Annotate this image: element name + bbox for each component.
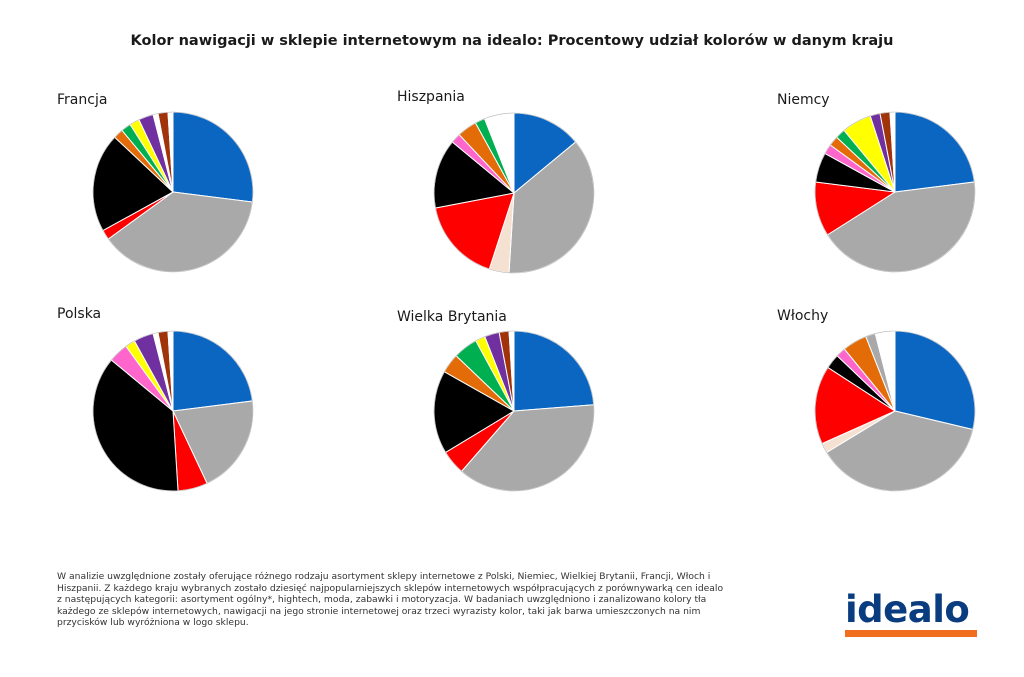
pie-panel-francja: Francja [57, 92, 277, 302]
pie-outline [92, 111, 254, 273]
logo-underline [845, 630, 977, 637]
pie-panel-wlochy: Włochy [777, 308, 997, 518]
pie-outline [92, 330, 254, 492]
pie-label: Niemcy [777, 92, 830, 108]
pie-slice-blue [894, 111, 975, 193]
pie-label: Wielka Brytania [397, 309, 507, 325]
pie-slice-blue [172, 111, 254, 203]
pie-slice-blue [513, 330, 595, 412]
pie-panel-hiszpania: Hiszpania [397, 89, 617, 299]
idealo-logo: idealo [845, 588, 977, 637]
pie-chart [433, 112, 595, 274]
pie-slice-blue [172, 330, 253, 412]
pie-chart [433, 330, 595, 492]
pie-label: Hiszpania [397, 89, 465, 105]
logo-text: idealo [845, 588, 970, 631]
pie-outline [433, 330, 595, 492]
pie-outline [814, 111, 976, 273]
pie-panel-polska: Polska [57, 306, 277, 516]
pie-chart [92, 330, 254, 492]
pie-label: Polska [57, 306, 102, 322]
chart-title: Kolor nawigacji w sklepie internetowym n… [130, 33, 894, 49]
pie-chart [92, 111, 254, 273]
footnote: W analizie uwzględnione zostały oferując… [57, 571, 724, 629]
pie-label: Włochy [777, 308, 829, 324]
pie-panel-wielka-brytania: Wielka Brytania [397, 309, 617, 519]
pie-outline [814, 330, 976, 492]
pie-chart [814, 111, 976, 273]
pie-outline [433, 112, 595, 274]
pie-chart [814, 330, 976, 492]
pie-label: Francja [57, 92, 108, 108]
pie-panel-niemcy: Niemcy [777, 92, 997, 302]
